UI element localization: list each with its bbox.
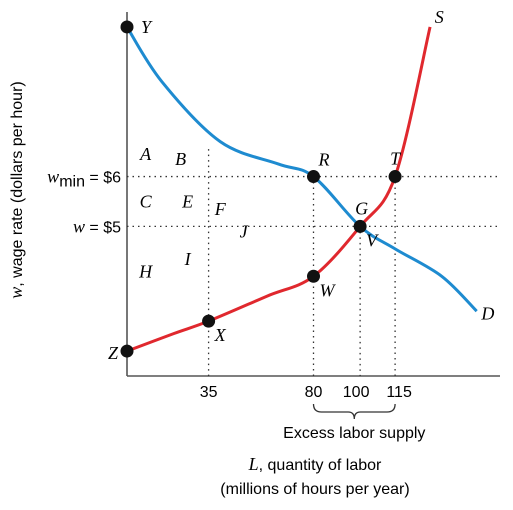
area-label-C: C bbox=[140, 191, 153, 211]
curves bbox=[125, 26, 478, 353]
point-label-R: R bbox=[318, 150, 330, 170]
excess-supply-brace bbox=[312, 403, 396, 420]
x-tick-80: 80 bbox=[305, 384, 323, 401]
point-label-V: V bbox=[366, 230, 379, 250]
x-tick-115: 115 bbox=[386, 384, 412, 401]
y-tick-6: wmin = $6 bbox=[47, 167, 121, 191]
point-W bbox=[307, 269, 320, 283]
point-X bbox=[202, 314, 216, 328]
point-Z bbox=[120, 344, 134, 358]
point-G bbox=[353, 219, 367, 233]
point-label-Y: Y bbox=[141, 17, 153, 37]
point-Y bbox=[120, 20, 134, 34]
point-label-Z: Z bbox=[108, 343, 119, 363]
points bbox=[120, 20, 402, 358]
x-axis-label: L, quantity of labor bbox=[248, 454, 382, 474]
y-axis-label: w, wage rate (dollars per hour) bbox=[6, 81, 26, 298]
excess-supply-label: Excess labor supply bbox=[283, 425, 425, 442]
point-label-T: T bbox=[390, 149, 402, 169]
x-tick-35: 35 bbox=[200, 384, 218, 401]
area-label-E: E bbox=[181, 191, 193, 211]
x-axis-label-line2: (millions of hours per year) bbox=[220, 481, 409, 498]
point-label-W: W bbox=[320, 280, 337, 300]
area-label-H: H bbox=[138, 261, 153, 281]
y-tick-5: w = $5 bbox=[73, 216, 121, 236]
point-label-G: G bbox=[355, 198, 368, 218]
area-label-B: B bbox=[175, 149, 186, 169]
point-R bbox=[307, 170, 320, 184]
curve-label-S: S bbox=[435, 7, 444, 27]
point-label-X: X bbox=[214, 325, 227, 345]
x-tick-100: 100 bbox=[343, 384, 370, 401]
labels: Y R T GV W X Z A B C E FJ I H S D 35 80 100 115 wmin = $6 w =… bbox=[47, 7, 494, 401]
area-label-A: A bbox=[139, 144, 152, 164]
point-T bbox=[388, 170, 402, 184]
guide-lines bbox=[127, 149, 500, 376]
curve-S bbox=[126, 26, 432, 353]
area-label-I: I bbox=[184, 249, 192, 269]
curve-label-D: D bbox=[480, 304, 494, 324]
area-label-F: F bbox=[214, 199, 227, 219]
area-label-J: J bbox=[240, 221, 249, 241]
